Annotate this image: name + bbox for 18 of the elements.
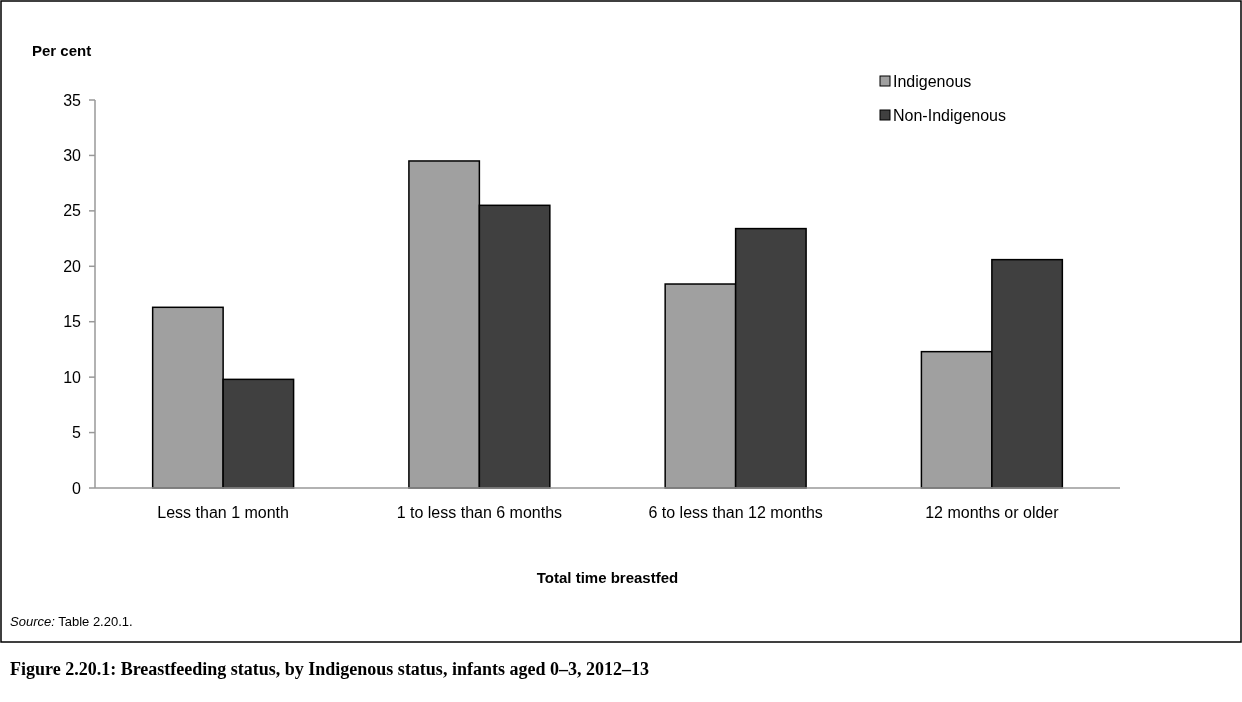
legend-label: Indigenous — [893, 72, 972, 90]
y-tick-label: 5 — [72, 424, 82, 442]
legend-label: Non-Indigenous — [893, 106, 1006, 124]
x-tick-label: Less than 1 month — [157, 504, 289, 521]
x-tick-label: 1 to less than 6 months — [396, 504, 563, 521]
y-tick-label: 15 — [63, 313, 82, 331]
y-tick-label: 25 — [63, 202, 82, 220]
y-tick-label: 10 — [63, 368, 82, 386]
x-tick-label: 6 to less than 12 months — [648, 504, 823, 521]
x-axis-title: Total time breastfed — [536, 569, 679, 586]
text: Figure 2.20.1: Breastfeeding status, by Indigenous status, infants aged 0–3, 2012–13 — [10, 659, 649, 679]
y-tick-label: 35 — [63, 91, 82, 109]
source-note: Source: Table 2.20.1. — [10, 614, 133, 629]
y-tick-label: 20 — [63, 257, 82, 275]
x-tick-label: 12 months or older — [925, 504, 1060, 521]
y-axis-title: Per cent — [32, 42, 92, 59]
y-tick-label: 0 — [72, 479, 82, 497]
y-tick-label: 30 — [63, 147, 82, 165]
